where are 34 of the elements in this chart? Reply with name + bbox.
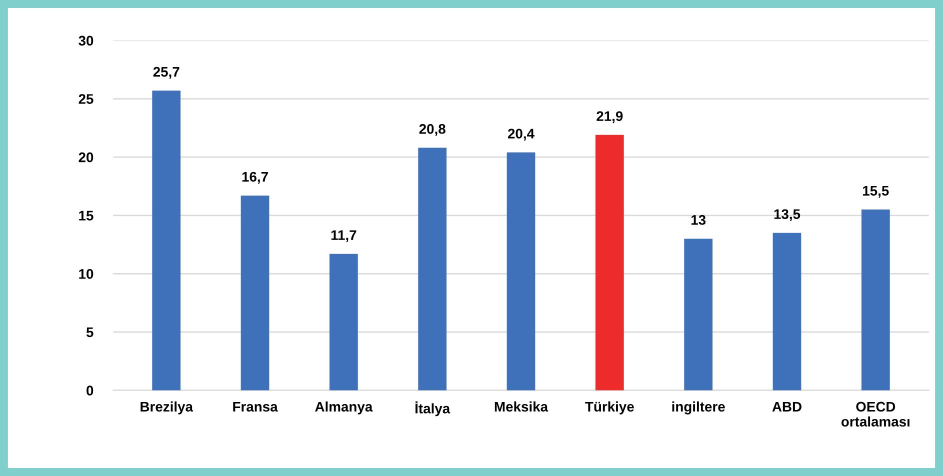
- bar: [152, 90, 181, 390]
- y-tick-label: 20: [78, 152, 94, 162]
- data-label: 21,9: [596, 111, 623, 124]
- y-tick-label: 10: [79, 269, 94, 279]
- data-label: 13: [691, 215, 706, 225]
- x-tick-label: İtalya: [416, 401, 450, 416]
- data-label: 16,7: [242, 172, 268, 184]
- bar: [418, 148, 447, 390]
- data-label: 20,4: [508, 128, 534, 141]
- bar: [684, 238, 713, 390]
- bar: [506, 152, 536, 390]
- bar: [595, 134, 624, 390]
- y-tick-label: 25: [78, 94, 94, 104]
- bar: [329, 254, 358, 390]
- bar: [861, 210, 890, 390]
- data-label: 13,5: [774, 209, 800, 222]
- bar: [240, 196, 270, 390]
- x-tick-label: Türkiye: [585, 401, 634, 414]
- x-tick-label: OECD ortalaması: [841, 402, 910, 427]
- x-tick-label: Meksika: [494, 401, 548, 412]
- bar: [772, 232, 802, 390]
- data-label: 20,8: [419, 124, 446, 136]
- data-label: 25,7: [153, 66, 180, 79]
- data-label: 11,7: [331, 230, 356, 242]
- y-tick-label: 0: [86, 386, 94, 396]
- x-tick-label: Brezilya: [140, 401, 194, 414]
- y-tick-label: 5: [86, 327, 94, 338]
- data-label: 15,5: [863, 186, 889, 198]
- x-tick-label: Fransa: [233, 402, 278, 412]
- y-tick-label: 15: [79, 210, 94, 221]
- x-tick-label: ingiltere: [672, 401, 725, 414]
- x-tick-label: Almanya: [315, 401, 373, 414]
- y-tick-label: 30: [78, 36, 94, 46]
- x-tick-label: ABD: [772, 402, 802, 412]
